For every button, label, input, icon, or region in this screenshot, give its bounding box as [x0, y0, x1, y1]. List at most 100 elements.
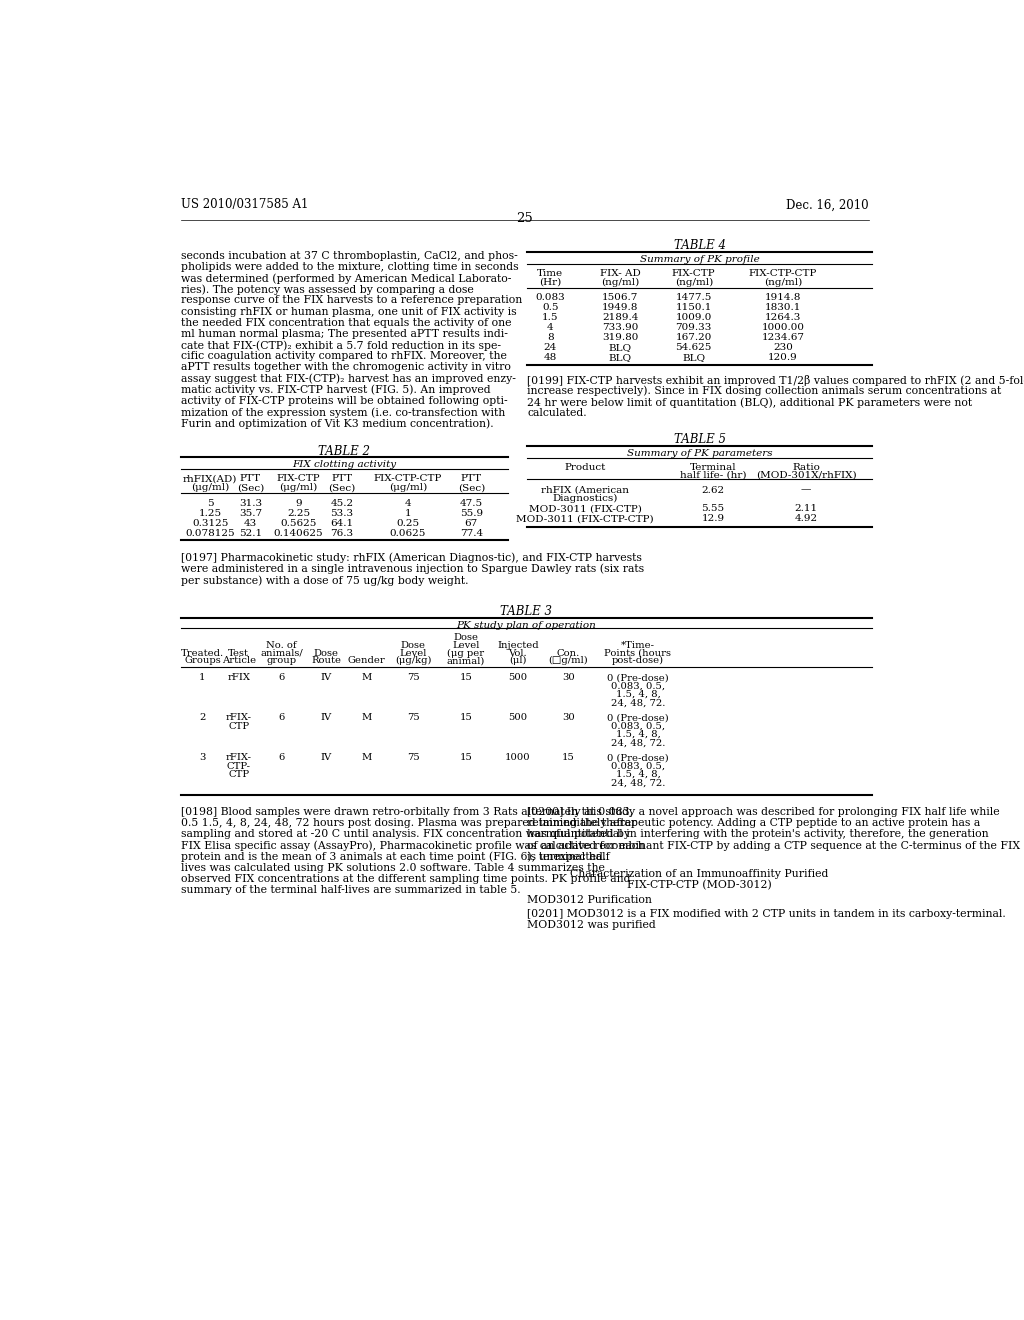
- Text: M: M: [361, 713, 372, 722]
- Text: cific coagulation activity compared to rhFIX. Moreover, the: cific coagulation activity compared to r…: [180, 351, 507, 362]
- Text: Injected: Injected: [497, 640, 539, 649]
- Text: CTP: CTP: [228, 770, 250, 779]
- Text: 1830.1: 1830.1: [765, 304, 801, 312]
- Text: 75: 75: [407, 673, 420, 682]
- Text: (μl): (μl): [509, 656, 526, 665]
- Text: 1.5: 1.5: [542, 313, 559, 322]
- Text: 2189.4: 2189.4: [602, 313, 638, 322]
- Text: FIX-CTP-CTP: FIX-CTP-CTP: [749, 268, 817, 277]
- Text: Diagnostics): Diagnostics): [553, 494, 617, 503]
- Text: TABLE 4: TABLE 4: [674, 239, 726, 252]
- Text: FIX-CTP: FIX-CTP: [672, 268, 716, 277]
- Text: 120.9: 120.9: [768, 354, 798, 362]
- Text: (Sec): (Sec): [458, 483, 485, 492]
- Text: is unexpected.: is unexpected.: [527, 851, 606, 862]
- Text: PTT: PTT: [461, 474, 482, 483]
- Text: 500: 500: [508, 713, 527, 722]
- Text: Dose: Dose: [454, 634, 478, 642]
- Text: (Sec): (Sec): [237, 483, 264, 492]
- Text: (MOD-301X/rhFIX): (MOD-301X/rhFIX): [756, 471, 856, 480]
- Text: 733.90: 733.90: [602, 323, 638, 333]
- Text: 1914.8: 1914.8: [765, 293, 801, 302]
- Text: 3: 3: [200, 754, 206, 762]
- Text: (μg/ml): (μg/ml): [191, 483, 229, 492]
- Text: [0199] FIX-CTP harvests exhibit an improved T1/2β values compared to rhFIX (2 an: [0199] FIX-CTP harvests exhibit an impro…: [527, 375, 1024, 385]
- Text: *Time-: *Time-: [621, 640, 655, 649]
- Text: 1477.5: 1477.5: [676, 293, 712, 302]
- Text: 167.20: 167.20: [676, 333, 712, 342]
- Text: 5.55: 5.55: [701, 504, 725, 513]
- Text: rFIX-: rFIX-: [226, 754, 252, 762]
- Text: 0.078125: 0.078125: [185, 529, 234, 537]
- Text: per substance) with a dose of 75 ug/kg body weight.: per substance) with a dose of 75 ug/kg b…: [180, 576, 468, 586]
- Text: (μg/ml): (μg/ml): [280, 483, 317, 492]
- Text: consisting rhFIX or human plasma, one unit of FIX activity is: consisting rhFIX or human plasma, one un…: [180, 306, 516, 317]
- Text: 0.140625: 0.140625: [273, 529, 324, 537]
- Text: Level: Level: [453, 640, 479, 649]
- Text: 1.25: 1.25: [199, 508, 222, 517]
- Text: Ratio: Ratio: [793, 462, 820, 471]
- Text: 1506.7: 1506.7: [602, 293, 638, 302]
- Text: 31.3: 31.3: [239, 499, 262, 508]
- Text: increase respectively). Since in FIX dosing collection animals serum concentrati: increase respectively). Since in FIX dos…: [527, 385, 1001, 396]
- Text: protein and is the mean of 3 animals at each time point (FIG. 6), terminal half: protein and is the mean of 3 animals at …: [180, 851, 609, 862]
- Text: 12.9: 12.9: [701, 515, 725, 523]
- Text: FIX clotting activity: FIX clotting activity: [292, 461, 396, 469]
- Text: 319.80: 319.80: [602, 333, 638, 342]
- Text: Gender: Gender: [348, 656, 386, 665]
- Text: 0.083, 0.5,: 0.083, 0.5,: [611, 681, 665, 690]
- Text: 4.92: 4.92: [795, 515, 818, 523]
- Text: IV: IV: [321, 713, 332, 722]
- Text: assay suggest that FIX-(CTP)₂ harvest has an improved enzy-: assay suggest that FIX-(CTP)₂ harvest ha…: [180, 374, 515, 384]
- Text: 48: 48: [544, 354, 557, 362]
- Text: Summary of PK profile: Summary of PK profile: [640, 255, 760, 264]
- Text: 35.7: 35.7: [239, 508, 262, 517]
- Text: 5: 5: [207, 499, 213, 508]
- Text: (ng/ml): (ng/ml): [601, 277, 639, 286]
- Text: Furin and optimization of Vit K3 medium concentration).: Furin and optimization of Vit K3 medium …: [180, 418, 494, 429]
- Text: (μg/ml): (μg/ml): [389, 483, 427, 492]
- Text: MOD-3011 (FIX-CTP-CTP): MOD-3011 (FIX-CTP-CTP): [516, 515, 654, 523]
- Text: Time: Time: [538, 268, 563, 277]
- Text: CTP-: CTP-: [227, 762, 251, 771]
- Text: Con.: Con.: [557, 648, 580, 657]
- Text: was determined (performed by American Medical Laborato-: was determined (performed by American Me…: [180, 273, 511, 284]
- Text: ml human normal plasma; The presented aPTT results indi-: ml human normal plasma; The presented aP…: [180, 329, 508, 339]
- Text: 52.1: 52.1: [239, 529, 262, 537]
- Text: 4: 4: [547, 323, 554, 333]
- Text: 15: 15: [460, 754, 472, 762]
- Text: 24, 48, 72.: 24, 48, 72.: [610, 779, 666, 788]
- Text: 2: 2: [200, 713, 206, 722]
- Text: Dose: Dose: [314, 648, 339, 657]
- Text: 0.25: 0.25: [396, 519, 420, 528]
- Text: 43: 43: [244, 519, 257, 528]
- Text: 4: 4: [404, 499, 411, 508]
- Text: M: M: [361, 673, 372, 682]
- Text: 75: 75: [407, 713, 420, 722]
- Text: (μg per: (μg per: [447, 648, 484, 657]
- Text: 0.083: 0.083: [536, 293, 565, 302]
- Text: Groups: Groups: [184, 656, 221, 665]
- Text: M: M: [361, 754, 372, 762]
- Text: MOD-3011 (FIX-CTP): MOD-3011 (FIX-CTP): [528, 504, 642, 513]
- Text: calculated.: calculated.: [527, 408, 587, 418]
- Text: No. of: No. of: [266, 640, 297, 649]
- Text: 1264.3: 1264.3: [765, 313, 801, 322]
- Text: 25: 25: [516, 213, 534, 226]
- Text: 0.5 1.5, 4, 8, 24, 48, 72 hours post dosing. Plasma was prepared immediately aft: 0.5 1.5, 4, 8, 24, 48, 72 hours post dos…: [180, 818, 636, 828]
- Text: Characterization of an Immunoaffinity Purified: Characterization of an Immunoaffinity Pu…: [570, 869, 828, 879]
- Text: CTP: CTP: [228, 722, 250, 731]
- Text: TABLE 3: TABLE 3: [501, 606, 552, 618]
- Text: [0198] Blood samples were drawn retro-orbitally from 3 Rats alternately at 0.083: [0198] Blood samples were drawn retro-or…: [180, 807, 633, 817]
- Text: 2.11: 2.11: [795, 504, 818, 513]
- Text: 15: 15: [562, 754, 574, 762]
- Text: Summary of PK parameters: Summary of PK parameters: [627, 449, 772, 458]
- Text: 0.5: 0.5: [542, 304, 559, 312]
- Text: 45.2: 45.2: [331, 499, 353, 508]
- Text: 30: 30: [562, 673, 574, 682]
- Text: 53.3: 53.3: [331, 508, 353, 517]
- Text: 1: 1: [404, 508, 411, 517]
- Text: Level: Level: [399, 648, 427, 657]
- Text: seconds incubation at 37 C thromboplastin, CaCl2, and phos-: seconds incubation at 37 C thromboplasti…: [180, 251, 517, 261]
- Text: Terminal: Terminal: [690, 462, 736, 471]
